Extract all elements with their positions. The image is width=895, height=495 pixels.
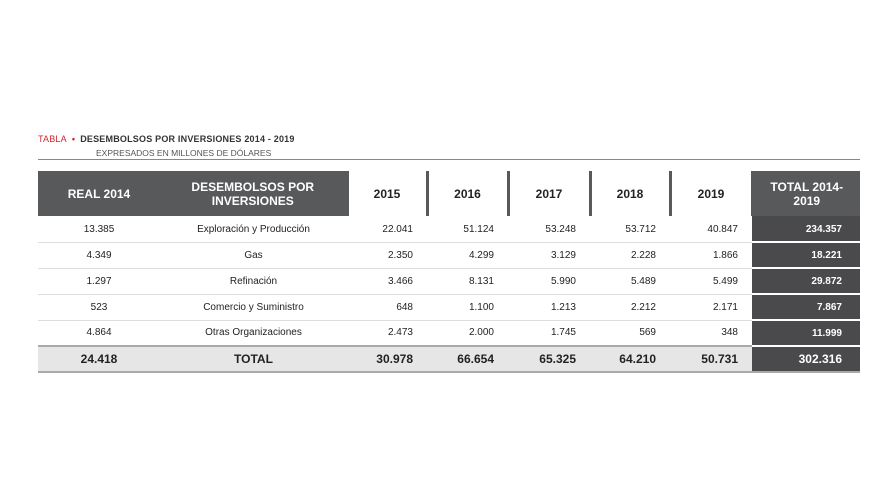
cell: 5.499 [670, 268, 752, 295]
cell: 523 [38, 294, 160, 321]
column-header: TOTAL 2014-2019 [752, 171, 860, 216]
cell: 648 [347, 294, 427, 321]
row-label: Refinación [160, 268, 347, 295]
cell: 4.864 [38, 320, 160, 347]
cell: 4.299 [427, 242, 508, 269]
cell: 11.999 [752, 320, 860, 347]
data-row: 4.349 Gas 2.350 4.299 3.129 2.228 1.866 18.221 [38, 242, 860, 269]
cell: 2.171 [670, 294, 752, 321]
data-row: 523 Comercio y Suministro 648 1.100 1.213 2.2… [38, 294, 860, 321]
row-label: Gas [160, 242, 347, 269]
cell: 29.872 [752, 268, 860, 295]
row-label: Otras Organizaciones [160, 320, 347, 347]
divider [38, 159, 860, 160]
cell: 2.000 [427, 320, 508, 347]
cell: 53.712 [590, 216, 670, 243]
total-cell: 24.418 [38, 345, 160, 373]
total-cell: 302.316 [752, 345, 860, 373]
total-cell: 30.978 [347, 345, 427, 373]
cell: 1.866 [670, 242, 752, 269]
cell: 2.212 [590, 294, 670, 321]
cell: 22.041 [347, 216, 427, 243]
cell: 3.129 [508, 242, 590, 269]
cell: 51.124 [427, 216, 508, 243]
cell: 40.847 [670, 216, 752, 243]
cell: 13.385 [38, 216, 160, 243]
data-row: 1.297 Refinación 3.466 8.131 5.990 5.489 5.499… [38, 268, 860, 295]
cell: 1.213 [508, 294, 590, 321]
table-body: 13.385 Exploración y Producción 22.041 51.1… [38, 216, 860, 373]
row-label: Exploración y Producción [160, 216, 347, 243]
cell: 2.350 [347, 242, 427, 269]
subtitle: EXPRESADOS EN MILLONES DE DÓLARES [96, 148, 272, 158]
column-header: 2018 [588, 171, 672, 216]
cell: 8.131 [427, 268, 508, 295]
data-row: 4.864 Otras Organizaciones 2.473 2.000 1.745… [38, 320, 860, 347]
column-header: DESEMBOLSOS POR INVERSIONES [160, 171, 347, 216]
column-header: REAL 2014 [38, 171, 160, 216]
row-label: Comercio y Suministro [160, 294, 347, 321]
heading-title: DESEMBOLSOS POR INVERSIONES 2014 - 2019 [80, 134, 295, 144]
cell: 348 [670, 320, 752, 347]
cell: 5.489 [590, 268, 670, 295]
data-row: 13.385 Exploración y Producción 22.041 51.1… [38, 216, 860, 243]
cell: 5.990 [508, 268, 590, 295]
total-cell: 65.325 [508, 345, 590, 373]
total-row: 24.418 TOTAL 30.978 66.654 65.325 64.210 50.73… [38, 345, 860, 373]
cell: 2.228 [590, 242, 670, 269]
total-cell: 64.210 [590, 345, 670, 373]
cell: 4.349 [38, 242, 160, 269]
table-heading: TABLA • DESEMBOLSOS POR INVERSIONES 2014 -… [38, 134, 295, 144]
cell: 53.248 [508, 216, 590, 243]
cell: 1.745 [508, 320, 590, 347]
cell: 3.466 [347, 268, 427, 295]
column-header: 2017 [506, 171, 592, 216]
cell: 2.473 [347, 320, 427, 347]
cell: 569 [590, 320, 670, 347]
column-header: 2015 [345, 171, 429, 216]
cell: 1.100 [427, 294, 508, 321]
cell: 7.867 [752, 294, 860, 321]
column-header: 2016 [425, 171, 510, 216]
total-cell: 66.654 [427, 345, 508, 373]
total-cell: 50.731 [670, 345, 752, 373]
cell: 18.221 [752, 242, 860, 269]
header-row: REAL 2014 DESEMBOLSOS POR INVERSIONES 2015… [38, 171, 860, 216]
total-cell: TOTAL [160, 345, 347, 373]
heading-label: TABLA [38, 134, 67, 144]
cell: 234.357 [752, 216, 860, 243]
column-header: 2019 [668, 171, 754, 216]
cell: 1.297 [38, 268, 160, 295]
investment-table: REAL 2014 DESEMBOLSOS POR INVERSIONES 2015… [38, 171, 860, 373]
